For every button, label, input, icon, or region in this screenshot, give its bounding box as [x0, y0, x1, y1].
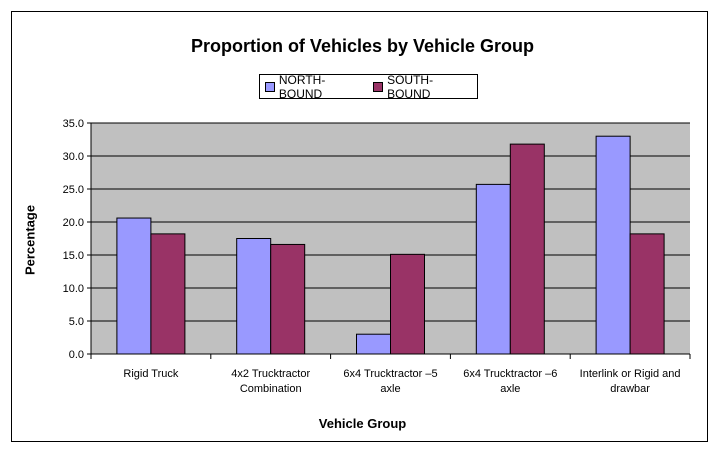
bar-south — [270, 243, 306, 355]
y-axis-label: Percentage — [22, 204, 38, 276]
x-tick-label: drawbar — [610, 383, 650, 395]
bar-south — [629, 233, 665, 355]
legend-entry-south: SOUTH-BOUND — [373, 73, 475, 101]
y-tick-label: 25.0 — [63, 184, 84, 196]
y-tick-label: 0.0 — [69, 349, 84, 361]
x-tick-label: axle — [380, 383, 400, 395]
bar-south — [150, 233, 186, 355]
x-tick-label: Combination — [240, 383, 302, 395]
bar-north — [356, 333, 391, 355]
y-tick-label: 20.0 — [63, 217, 84, 229]
x-tick-label: 6x4 Trucktractor –6 — [463, 368, 557, 380]
bar-north — [116, 217, 152, 355]
bar-north — [236, 238, 272, 355]
x-tick-label: 4x2 Trucktractor — [231, 368, 310, 380]
legend-label-north: NORTH-BOUND — [278, 72, 326, 101]
bar-north — [595, 135, 631, 355]
x-tick-label: Interlink or Rigid and — [580, 368, 681, 380]
legend-swatch-north — [265, 81, 275, 92]
x-tick-label: 6x4 Trucktractor –5 — [343, 368, 437, 380]
y-tick-label: 5.0 — [69, 316, 84, 328]
chart-title: Proportion of Vehicles by Vehicle Group — [190, 36, 535, 56]
y-tick-label: 15.0 — [63, 250, 84, 262]
y-tick-label: 30.0 — [63, 151, 84, 163]
x-axis-label: Vehicle Group — [318, 416, 407, 431]
legend-entry-north: NORTH-BOUND — [265, 73, 367, 101]
bar-south — [390, 253, 425, 355]
legend-swatch-south — [373, 81, 384, 92]
bar-north — [475, 183, 511, 355]
x-tick-label: axle — [500, 383, 520, 395]
y-tick-label: 35.0 — [63, 118, 84, 130]
chart-legend: NORTH-BOUND SOUTH-BOUND — [259, 73, 478, 101]
y-tick-label: 10.0 — [63, 283, 84, 295]
bar-south — [509, 143, 545, 355]
x-tick-label: Rigid Truck — [123, 368, 179, 380]
legend-label-south: SOUTH-BOUND — [387, 72, 434, 101]
